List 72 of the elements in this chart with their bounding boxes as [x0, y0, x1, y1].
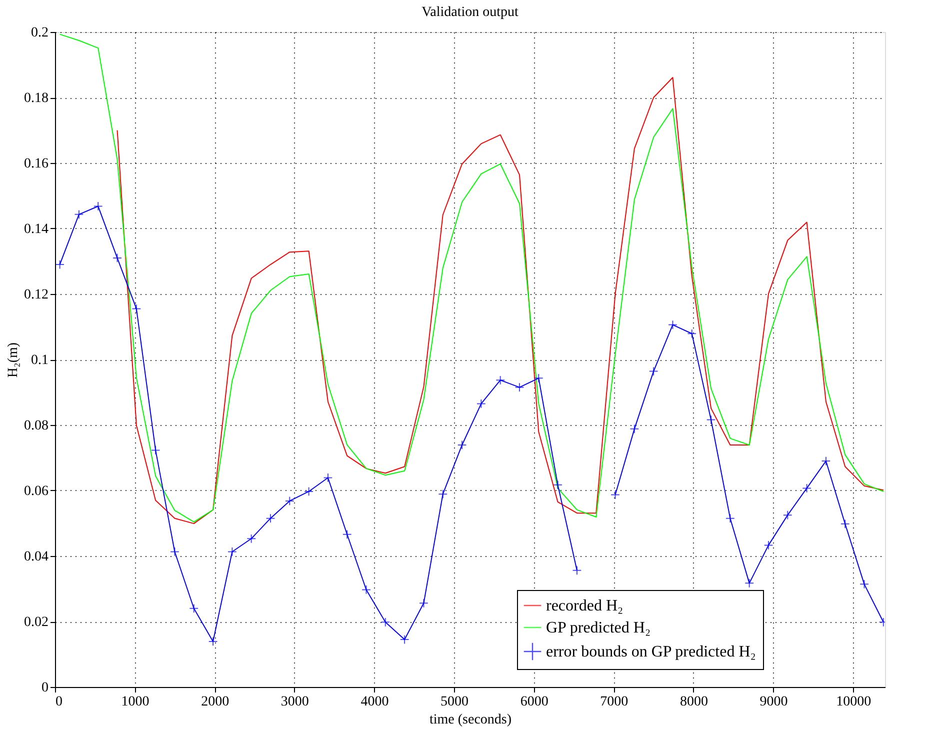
point [553, 480, 562, 490]
y-tick-label: 0.14 [24, 222, 48, 237]
legend-label: error bounds on GP predicted H₂ [546, 644, 756, 660]
point [725, 514, 735, 524]
point [150, 446, 160, 455]
point [821, 456, 831, 466]
x-axis-title: time (seconds) [429, 712, 512, 728]
y-tick-label: 0.08 [24, 418, 48, 434]
line-series [59, 34, 884, 522]
point [630, 424, 640, 434]
point [764, 540, 774, 550]
x-tick-label: 8000 [680, 694, 708, 710]
point [284, 496, 294, 506]
point [782, 510, 792, 520]
point [648, 366, 658, 376]
point [189, 604, 199, 614]
x-tick-label: 2000 [201, 694, 230, 710]
y-tick-label: 0.18 [24, 91, 48, 106]
legend-label: recorded H₂ [546, 598, 624, 614]
x-tick-label: 0 [56, 694, 62, 710]
point [227, 547, 237, 556]
point [610, 490, 620, 500]
point [860, 579, 869, 589]
point [112, 253, 122, 263]
line-series [116, 77, 884, 524]
point [840, 519, 850, 529]
point [457, 440, 467, 450]
point [572, 566, 582, 576]
point [802, 484, 812, 493]
point [74, 210, 84, 220]
point [246, 534, 256, 544]
point [476, 399, 486, 408]
point [380, 617, 390, 627]
point [706, 415, 716, 424]
point [170, 547, 180, 556]
point [514, 382, 524, 392]
point [342, 530, 352, 540]
y-tick-label: 0.12 [24, 288, 48, 302]
point [419, 598, 428, 608]
legend-label: GP predicted H₂ [546, 620, 651, 636]
x-tick-label: 6000 [520, 694, 548, 710]
x-tick-label: 1000 [121, 694, 150, 710]
x-tick-label: 3000 [280, 694, 309, 710]
point [304, 486, 314, 496]
point [55, 260, 64, 270]
y-tick-label: 0.1 [31, 353, 48, 368]
point [496, 375, 506, 385]
point [132, 304, 142, 314]
x-tick-label: 5000 [440, 694, 469, 710]
point [93, 202, 103, 211]
y-tick-label: 0.02 [24, 615, 48, 630]
point [534, 373, 544, 383]
y-tick-label: 0.04 [24, 550, 48, 564]
chart-title: Validation output [422, 5, 519, 20]
x-tick-label: 10000 [836, 694, 872, 710]
y-tick-label: 0 [42, 680, 48, 696]
y-axis-title: H₂(m) [6, 342, 21, 378]
point [323, 473, 333, 482]
point [208, 636, 218, 646]
y-tick-label: 0.16 [24, 156, 48, 172]
point [687, 328, 697, 338]
x-tick-label: 4000 [360, 694, 389, 710]
y-tick-label: 0.2 [31, 26, 48, 40]
x-tick-label: 7000 [600, 694, 628, 710]
point [400, 634, 410, 644]
point [266, 514, 276, 524]
point [438, 489, 448, 499]
point [744, 578, 754, 588]
point [668, 320, 678, 330]
point [362, 585, 371, 594]
x-tick-label: 9000 [760, 694, 788, 710]
y-tick-label: 0.06 [24, 484, 48, 499]
